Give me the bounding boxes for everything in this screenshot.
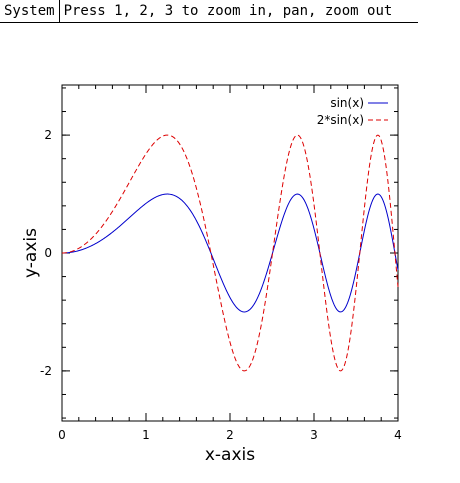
- y-tick-label: 0: [44, 246, 52, 260]
- x-tick-label: 3: [310, 428, 318, 442]
- x-tick-label: 4: [394, 428, 402, 442]
- x-tick-label: 0: [58, 428, 66, 442]
- y-axis-title: y-axis: [21, 228, 41, 278]
- plot-frame: [61, 84, 399, 422]
- menubar: System Press 1, 2, 3 to zoom in, pan, zo…: [0, 0, 418, 23]
- status-text: Press 1, 2, 3 to zoom in, pan, zoom out: [63, 3, 393, 19]
- series-line-1: [61, 193, 399, 313]
- x-tick-label: 1: [142, 428, 150, 442]
- legend: sin(x) 2*sin(x): [317, 96, 388, 127]
- curves: [61, 134, 399, 372]
- y-tick-label: 2: [44, 128, 52, 142]
- x-axis-title: x-axis: [205, 445, 255, 465]
- system-menu[interactable]: System: [0, 0, 60, 22]
- series-line-2: [61, 134, 399, 372]
- axes: 0 1 2 3 4 -2 0 2: [40, 84, 402, 442]
- y-tick-label: -2: [40, 364, 52, 378]
- x-tick-label: 2: [226, 428, 234, 442]
- legend-label: sin(x): [330, 96, 364, 110]
- legend-label: 2*sin(x): [317, 113, 364, 127]
